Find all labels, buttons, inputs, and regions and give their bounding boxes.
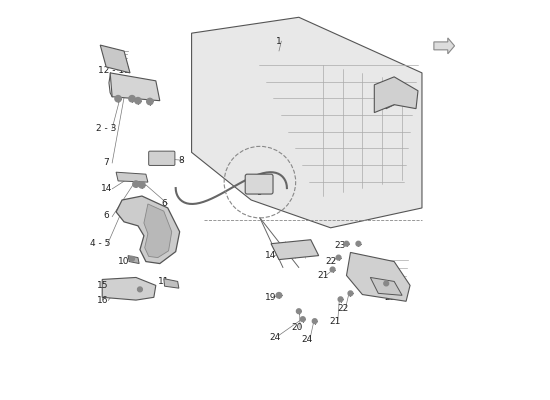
Polygon shape [434, 38, 454, 54]
Circle shape [133, 181, 139, 187]
Text: 14: 14 [265, 251, 277, 260]
Polygon shape [164, 279, 179, 288]
Text: 24: 24 [270, 332, 280, 342]
Circle shape [276, 292, 282, 298]
Text: 14: 14 [101, 184, 112, 192]
Text: 4 - 5: 4 - 5 [90, 239, 111, 248]
Circle shape [130, 256, 134, 261]
Text: 20: 20 [291, 324, 302, 332]
Polygon shape [116, 196, 180, 264]
Polygon shape [110, 73, 160, 101]
Text: 7: 7 [103, 158, 109, 167]
Text: 6: 6 [103, 211, 109, 220]
Text: 17 - 18: 17 - 18 [356, 263, 388, 272]
Polygon shape [100, 45, 130, 73]
Polygon shape [191, 17, 422, 228]
FancyBboxPatch shape [245, 174, 273, 194]
Circle shape [312, 319, 317, 324]
Text: 9: 9 [256, 188, 262, 196]
Circle shape [147, 98, 153, 105]
Circle shape [330, 267, 335, 272]
Polygon shape [128, 256, 139, 264]
Text: 23: 23 [384, 293, 396, 302]
Circle shape [139, 182, 145, 188]
Polygon shape [102, 278, 156, 300]
Polygon shape [271, 240, 318, 260]
Circle shape [338, 297, 343, 302]
Circle shape [356, 241, 361, 246]
Text: 19: 19 [265, 293, 277, 302]
Text: 11: 11 [158, 277, 169, 286]
Circle shape [115, 96, 122, 102]
Text: 22: 22 [337, 304, 348, 312]
Text: 16: 16 [96, 296, 108, 305]
Text: 15: 15 [96, 281, 108, 290]
Polygon shape [370, 278, 402, 295]
Circle shape [296, 309, 301, 314]
Text: 12 - 13: 12 - 13 [98, 66, 130, 76]
Text: 24: 24 [301, 335, 312, 344]
Text: 23: 23 [335, 241, 346, 250]
Text: 21: 21 [329, 318, 340, 326]
Polygon shape [144, 204, 172, 258]
Circle shape [300, 317, 305, 322]
Text: 2 - 3: 2 - 3 [96, 124, 117, 133]
Circle shape [336, 255, 341, 260]
Circle shape [348, 291, 353, 296]
Text: 1: 1 [276, 37, 282, 46]
Circle shape [344, 241, 349, 246]
Text: 21: 21 [317, 271, 328, 280]
Text: 8: 8 [179, 156, 185, 165]
Circle shape [129, 96, 135, 102]
Polygon shape [346, 252, 410, 301]
Circle shape [138, 287, 142, 292]
Polygon shape [375, 77, 418, 113]
Text: 10: 10 [118, 257, 130, 266]
Polygon shape [116, 172, 148, 182]
Circle shape [135, 98, 141, 104]
FancyBboxPatch shape [148, 151, 175, 166]
Circle shape [384, 281, 389, 286]
Text: 22: 22 [325, 257, 336, 266]
Text: 6: 6 [161, 200, 167, 208]
